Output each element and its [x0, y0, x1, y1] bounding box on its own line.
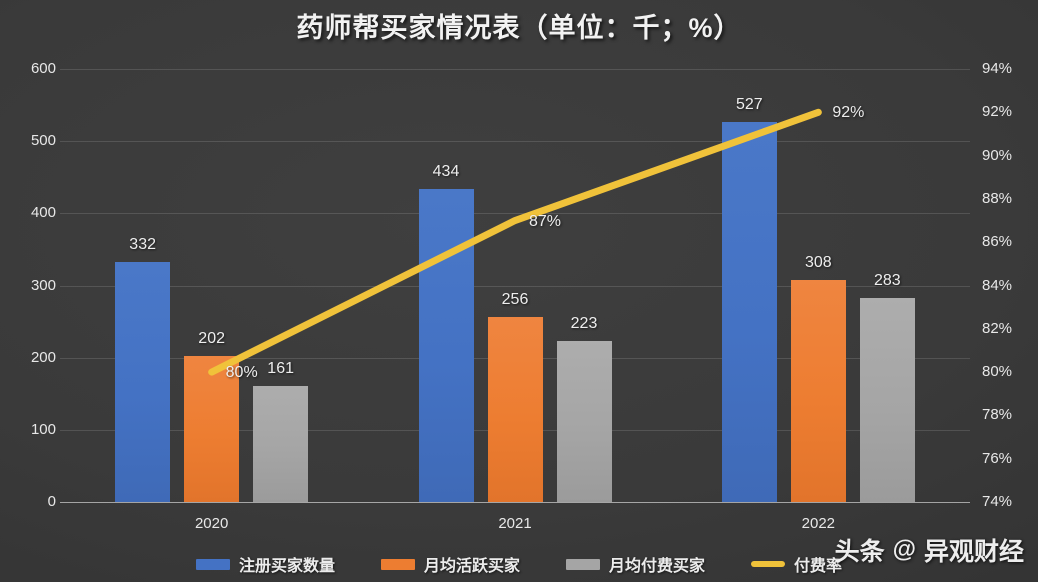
- bar-2020-series2[interactable]: [253, 385, 309, 502]
- legend-swatch-icon: [751, 561, 786, 567]
- y-axis-tick-label: 600: [30, 60, 56, 77]
- bar-data-label: 527: [735, 95, 763, 113]
- bar-2022-series2[interactable]: [859, 297, 915, 502]
- y2-axis-tick-label: 90%: [982, 146, 1013, 164]
- legend-swatch-icon: [380, 558, 415, 570]
- bar-2020-series0[interactable]: [115, 262, 171, 502]
- bar-data-label: 161: [267, 359, 295, 377]
- legend-swatch-icon: [195, 558, 230, 570]
- bar-2022-series1[interactable]: [790, 279, 846, 502]
- y-axis-tick-label: 200: [30, 348, 56, 366]
- bar-data-label: 202: [198, 330, 226, 348]
- line-data-label: 87%: [529, 212, 562, 230]
- legend-swatch-icon: [566, 558, 600, 570]
- y2-axis-tick-label: 92%: [982, 103, 1013, 121]
- y-axis-tick-label: 0: [47, 493, 56, 510]
- y2-axis-tick-label: 84%: [982, 276, 1013, 294]
- chart-title: 药师帮买家情况表（单位：千；%）: [296, 13, 742, 43]
- legend-label: 月均活跃买家: [423, 558, 520, 575]
- plot-area: 332 202 161 434 256 223 527 308 283 80% 87% 92%: [60, 69, 970, 503]
- bar-2021-series1[interactable]: [487, 317, 543, 502]
- line-data-label: 92%: [832, 104, 865, 122]
- watermark-at-icon: @: [892, 536, 916, 563]
- y-axis-tick-label: 400: [30, 204, 56, 222]
- y-axis-tick-label: 500: [30, 132, 56, 150]
- y2-axis-tick-label: 86%: [982, 233, 1013, 251]
- bar-data-label: 434: [432, 162, 460, 180]
- bar-data-label: 308: [804, 253, 832, 271]
- line-data-label: 80%: [225, 364, 258, 382]
- bar-2020-series1[interactable]: [184, 356, 240, 502]
- y2-axis-tick-label: 94%: [982, 60, 1013, 77]
- chart-legend: 注册买家数量 月均活跃买家 月均付费买家 付费率: [0, 552, 1038, 576]
- legend-item-2[interactable]: 月均付费买家: [566, 552, 705, 576]
- y-axis-tick-label: 100: [30, 420, 56, 438]
- legend-item-0[interactable]: 注册买家数量: [195, 552, 335, 576]
- legend-item-1[interactable]: 月均活跃买家: [380, 552, 520, 576]
- y-axis-tick-label: 300: [30, 276, 56, 294]
- legend-item-3[interactable]: 付费率: [751, 552, 842, 576]
- x-axis-tick-label-2022: 2022: [801, 515, 836, 532]
- bar-2022-series0[interactable]: [721, 121, 777, 502]
- watermark: 头条 @ 异观财经: [835, 532, 1024, 568]
- bar-2021-series2[interactable]: [556, 341, 612, 502]
- y2-axis-tick-label: 78%: [982, 406, 1013, 424]
- y2-axis-tick-label: 82%: [982, 319, 1013, 337]
- y2-axis-tick-label: 74%: [982, 493, 1013, 510]
- legend-label: 付费率: [794, 558, 843, 575]
- legend-label: 注册买家数量: [238, 558, 335, 575]
- bar-data-label: 283: [873, 271, 901, 289]
- bar-data-label: 223: [570, 315, 598, 333]
- x-axis-tick-label-2020: 2020: [194, 515, 229, 532]
- watermark-platform: 头条: [834, 538, 885, 566]
- bar-data-label: 332: [129, 236, 157, 254]
- gridline: [60, 213, 970, 215]
- y2-axis-tick-label: 80%: [982, 363, 1013, 381]
- gridline: [60, 502, 970, 503]
- y2-axis-tick-label: 88%: [982, 189, 1013, 207]
- gridline: [60, 141, 970, 143]
- x-axis-tick-label-2021: 2021: [498, 515, 532, 532]
- y2-axis-tick-label: 76%: [982, 449, 1013, 467]
- bar-data-label: 256: [501, 291, 529, 309]
- gridline: [60, 69, 970, 70]
- watermark-account: 异观财经: [923, 538, 1024, 566]
- legend-label: 月均付费买家: [609, 558, 706, 575]
- bar-2021-series0[interactable]: [418, 188, 474, 502]
